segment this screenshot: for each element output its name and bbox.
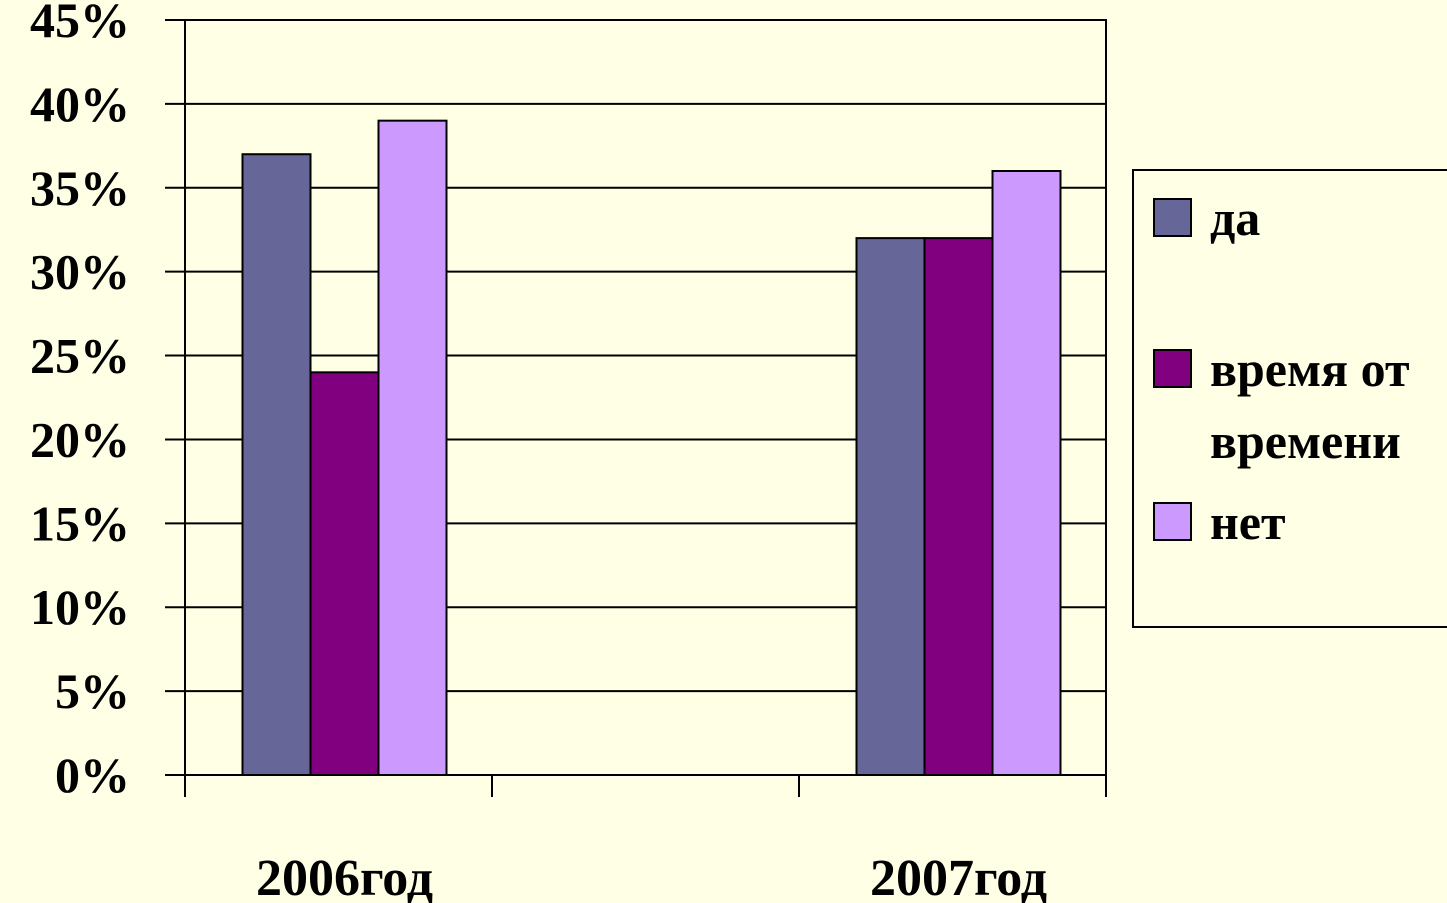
y-tick-labels: 0% 5% 10% 15% 20% 25% 30% 35% 40% 45%	[30, 0, 130, 803]
bars	[241, 119, 1062, 777]
legend-label: нет	[1210, 494, 1286, 550]
y-tick-label: 0%	[55, 747, 130, 803]
bar	[241, 153, 312, 776]
y-tick-label: 40%	[30, 76, 130, 132]
y-tick-label: 30%	[30, 244, 130, 300]
legend-box	[1132, 169, 1447, 628]
bar	[309, 371, 380, 776]
legend-label: время от	[1210, 341, 1410, 397]
legend-swatch	[1153, 349, 1192, 388]
y-tick-label: 35%	[30, 160, 130, 216]
bar	[855, 237, 926, 777]
x-category-label: 2006год	[256, 850, 433, 903]
legend-label: времени	[1210, 413, 1401, 469]
legend: да время от времени нет	[1132, 169, 1447, 628]
legend-label: да	[1210, 190, 1260, 246]
y-tick-label: 15%	[30, 495, 130, 551]
bar	[991, 170, 1062, 776]
y-tick-label: 20%	[30, 411, 130, 467]
y-tick-label: 45%	[30, 0, 130, 48]
y-tick-label: 10%	[30, 579, 130, 635]
axes	[184, 19, 1107, 797]
legend-swatch	[1153, 502, 1192, 541]
y-tick-label: 5%	[55, 663, 130, 719]
bar	[923, 237, 994, 777]
plot-frame	[184, 19, 1107, 776]
bar	[377, 119, 448, 776]
x-category-labels: 2006год 2007год	[256, 850, 1047, 903]
y-tick-label: 25%	[30, 328, 130, 384]
x-category-label: 2007год	[870, 850, 1047, 903]
legend-swatch	[1153, 198, 1192, 237]
